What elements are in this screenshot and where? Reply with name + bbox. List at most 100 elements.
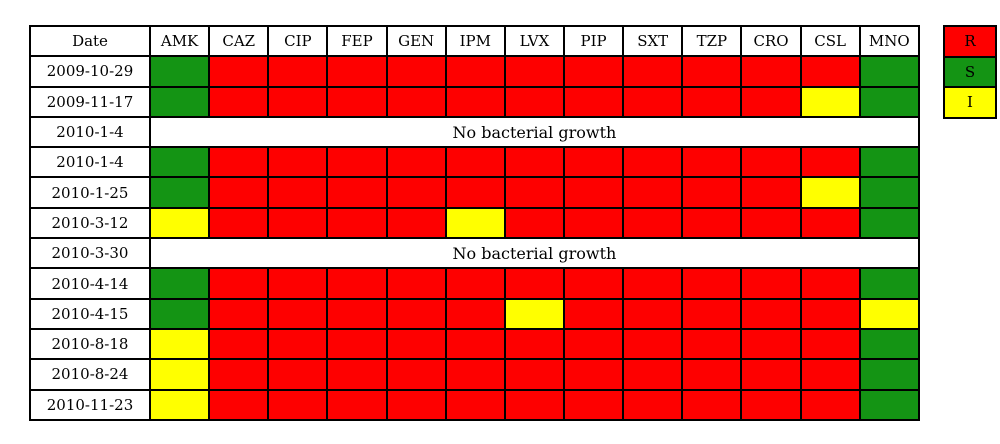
result-cell-mno [860,57,920,88]
column-header-tzp: TZP [683,27,743,58]
result-cell-amk [151,329,211,361]
row-date: 2010-1-25 [31,178,151,209]
column-header-lvx: LVX [505,27,565,58]
row-date: 2010-8-18 [31,329,151,361]
result-cell-csl [801,57,861,88]
result-cell-fep [328,390,388,421]
result-cell-ipm [446,178,506,209]
result-cell-csl [801,148,861,179]
result-cell-cip [269,87,329,118]
result-cell-lvx [505,57,565,88]
result-cell-ipm [446,360,506,391]
result-cell-cro [742,360,802,391]
result-cell-mno [860,208,920,240]
legend-item-s: S [945,57,995,88]
result-cell-lvx [505,148,565,179]
result-cell-mno [860,148,920,179]
result-cell-sxt [624,178,684,209]
result-cell-tzp [683,148,743,179]
result-cell-csl [801,208,861,240]
result-cell-pip [564,148,625,179]
result-cell-mno [860,87,920,118]
column-header-gen: GEN [387,27,447,58]
result-cell-gen [387,208,447,240]
susceptibility-table: Date AMK CAZ CIP FEP GEN IPM LVX PIP SXT TZP CRO CSL… [29,25,920,421]
column-header-sxt: SXT [624,27,684,58]
result-cell-caz [210,269,270,300]
result-cell-pip [564,57,625,88]
result-cell-fep [328,208,388,240]
result-cell-lvx [505,360,565,391]
result-cell-tzp [683,178,743,209]
no-growth-note: No bacterial growth [151,117,920,149]
result-cell-fep [328,329,388,361]
result-cell-caz [210,208,270,240]
row-date: 2010-1-4 [31,117,151,149]
result-cell-fep [328,360,388,391]
result-cell-fep [328,299,388,330]
result-cell-mno [860,178,920,209]
row-date: 2010-3-30 [31,239,151,270]
row-date: 2010-4-15 [31,299,151,330]
result-cell-caz [210,360,270,391]
result-cell-pip [564,390,625,421]
result-cell-sxt [624,208,684,240]
result-cell-tzp [683,360,743,391]
column-header-cip: CIP [269,27,329,58]
result-cell-cip [269,208,329,240]
result-cell-gen [387,57,447,88]
column-header-mno: MNO [860,27,920,58]
result-cell-gen [387,87,447,118]
result-cell-sxt [624,148,684,179]
no-growth-note: No bacterial growth [151,239,920,270]
result-cell-gen [387,148,447,179]
result-cell-ipm [446,269,506,300]
result-cell-fep [328,269,388,300]
result-cell-amk [151,87,211,118]
result-cell-amk [151,360,211,391]
result-cell-amk [151,269,211,300]
result-cell-pip [564,329,625,361]
result-cell-ipm [446,329,506,361]
result-cell-csl [801,269,861,300]
row-date: 2009-10-29 [31,57,151,88]
result-cell-pip [564,299,625,330]
row-date: 2010-4-14 [31,269,151,300]
result-cell-tzp [683,269,743,300]
result-cell-ipm [446,57,506,88]
legend-item-i: I [945,88,995,119]
result-cell-gen [387,329,447,361]
result-cell-mno [860,269,920,300]
result-cell-lvx [505,299,565,330]
result-cell-ipm [446,148,506,179]
column-header-ipm: IPM [446,27,506,58]
row-date: 2010-3-12 [31,208,151,240]
result-cell-caz [210,87,270,118]
result-cell-mno [860,299,920,330]
result-cell-amk [151,57,211,88]
result-cell-pip [564,269,625,300]
result-cell-tzp [683,87,743,118]
result-cell-sxt [624,269,684,300]
column-header-fep: FEP [328,27,388,58]
row-date: 2010-8-24 [31,360,151,391]
result-cell-fep [328,178,388,209]
result-cell-cip [269,329,329,361]
result-cell-tzp [683,208,743,240]
result-cell-cip [269,148,329,179]
result-cell-ipm [446,208,506,240]
result-cell-tzp [683,329,743,361]
result-cell-cro [742,178,802,209]
result-cell-caz [210,299,270,330]
result-cell-cip [269,269,329,300]
result-cell-cip [269,57,329,88]
result-cell-cro [742,329,802,361]
result-cell-cip [269,390,329,421]
column-header-csl: CSL [801,27,861,58]
result-cell-amk [151,299,211,330]
column-header-pip: PIP [564,27,625,58]
result-cell-pip [564,178,625,209]
result-cell-fep [328,57,388,88]
result-cell-csl [801,299,861,330]
result-cell-amk [151,148,211,179]
